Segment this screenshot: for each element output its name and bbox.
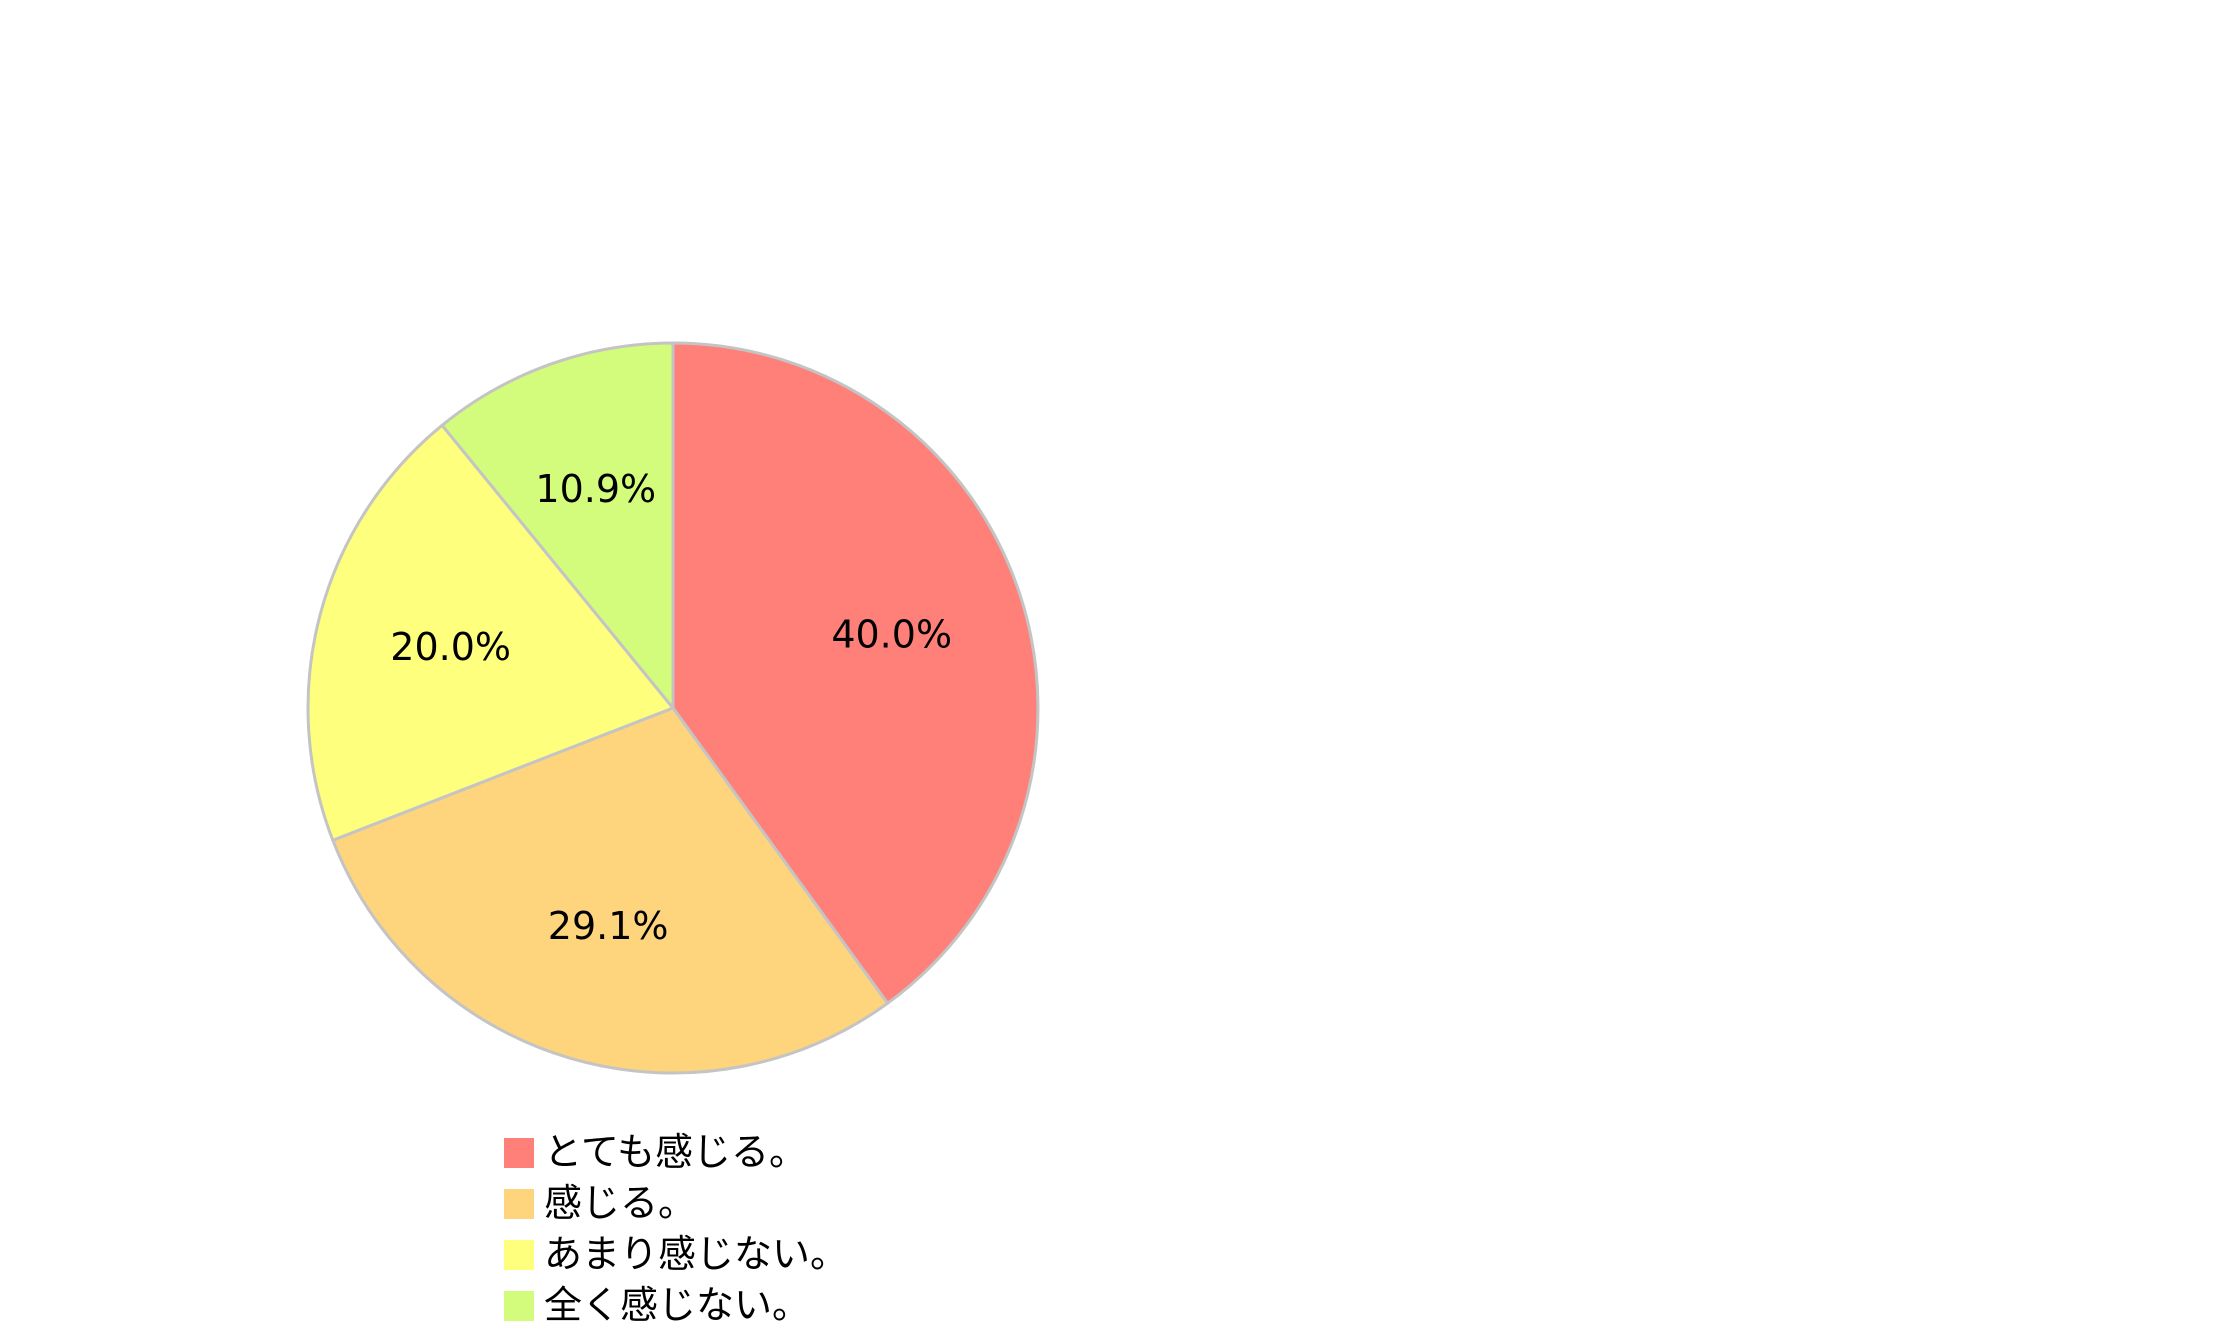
legend: とても感じる。 感じる。 あまり感じない。 全く感じない。 — [504, 1127, 848, 1331]
pie-slice-label: 10.9% — [535, 467, 656, 511]
pie-slice-label: 20.0% — [390, 625, 511, 669]
legend-item: とても感じる。 — [504, 1127, 848, 1178]
legend-label: あまり感じない。 — [544, 1232, 849, 1276]
legend-label: 全く感じない。 — [544, 1283, 811, 1327]
legend-item: 全く感じない。 — [504, 1280, 848, 1331]
legend-label: 感じる。 — [544, 1181, 697, 1225]
pie-slice — [440, 341, 675, 710]
legend-item: 感じる。 — [504, 1178, 848, 1229]
legend-swatch — [504, 1188, 534, 1219]
legend-swatch — [504, 1290, 534, 1321]
pie-slice — [331, 706, 890, 1075]
pie-slice — [671, 341, 1040, 1005]
pie-slice — [306, 423, 675, 842]
pie-slices — [306, 341, 1040, 1075]
legend-item: あまり感じない。 — [504, 1229, 848, 1280]
legend-swatch — [504, 1239, 534, 1270]
pie-slice-label: 40.0% — [831, 612, 952, 656]
pie-slice-label: 29.1% — [548, 904, 669, 948]
pie-slice-labels: 40.0% 29.1% 20.0% 10.9% — [390, 467, 952, 948]
legend-swatch — [504, 1137, 534, 1168]
legend-label: とても感じる。 — [544, 1130, 807, 1174]
